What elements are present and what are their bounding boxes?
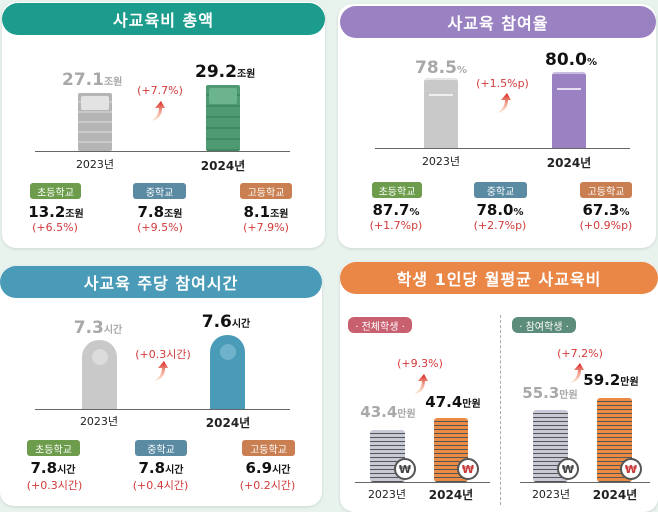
high-change: (+0.2시간) (239, 479, 296, 492)
middle-change: (+9.5%) (137, 221, 183, 234)
participating-students-badge: · 참여학생 · (512, 317, 576, 333)
elementary-value: 87.7% (372, 201, 420, 219)
participants-2024-value: 59.2만원 (583, 371, 639, 389)
hours-2023-value: 7.3시간 (73, 318, 123, 338)
middle-change: (+2.7%p) (473, 219, 527, 232)
baseline (35, 409, 290, 410)
high-change: (+7.9%) (243, 221, 289, 234)
total-2023-value: 27.1조원 (62, 70, 123, 90)
middle-badge: 중학교 (135, 440, 187, 456)
participants-2023-value: 55.3만원 (522, 384, 578, 402)
money-bill-icon (78, 93, 112, 151)
elementary-badge: 초등학교 (30, 183, 81, 199)
high-value: 6.9시간 (245, 459, 291, 477)
won-coin-icon: ₩ (620, 458, 642, 480)
baseline (520, 482, 650, 483)
elementary-change: (+1.7%p) (369, 219, 423, 232)
elementary-badge: 초등학교 (27, 440, 80, 456)
elementary-change: (+6.5%) (32, 221, 78, 234)
high-value: 67.3% (582, 201, 630, 219)
elementary-badge: 초등학교 (372, 182, 422, 198)
up-arrow-icon (154, 361, 168, 381)
won-coin-icon: ₩ (557, 458, 579, 480)
won-coin-icon: ₩ (394, 458, 416, 480)
alarm-clock-icon (82, 340, 117, 409)
high-change: (+0.9%p) (579, 219, 633, 232)
all-2024-value: 47.4만원 (425, 393, 481, 411)
rate-2023-year: 2023년 (421, 155, 461, 168)
middle-value: 7.8조원 (137, 203, 183, 221)
won-coin-icon: ₩ (457, 458, 479, 480)
high-badge: 고등학교 (242, 440, 295, 456)
total-2024-value: 29.2조원 (195, 62, 256, 82)
all-students-badge: · 전체학생 · (348, 317, 412, 333)
middle-value: 7.8시간 (138, 459, 184, 477)
notebook-icon (552, 72, 586, 148)
middle-change: (+0.4시간) (132, 479, 189, 492)
weekly-hours-panel (0, 266, 322, 506)
monthly-spending-title: 학생 1인당 월평균 사교육비 (340, 262, 658, 294)
total-2023-year: 2023년 (75, 158, 115, 171)
high-badge: 고등학교 (240, 183, 292, 199)
total-2024-year: 2024년 (200, 159, 246, 173)
elementary-change: (+0.3시간) (26, 479, 83, 492)
baseline (355, 482, 490, 483)
all-2023-value: 43.4만원 (360, 403, 416, 421)
hours-2024-year: 2024년 (205, 416, 251, 430)
middle-badge: 중학교 (474, 182, 527, 198)
total-spending-title: 사교육비 총액 (2, 3, 325, 35)
high-badge: 고등학교 (580, 182, 632, 198)
rate-2024-year: 2024년 (546, 156, 592, 170)
participants-2024-year: 2024년 (592, 488, 638, 502)
elementary-value: 7.8시간 (30, 459, 76, 477)
baseline (375, 148, 630, 149)
weekly-hours-title: 사교육 주당 참여시간 (0, 266, 322, 298)
elementary-value: 13.2조원 (28, 203, 84, 221)
all-2024-year: 2024년 (428, 488, 474, 502)
hours-2024-value: 7.6시간 (201, 312, 251, 332)
participation-rate-title: 사교육 참여율 (340, 6, 656, 38)
participants-change: (+7.2%) (557, 347, 603, 360)
total-change: (+7.7%) (137, 84, 183, 97)
participants-2023-year: 2023년 (531, 488, 571, 501)
up-arrow-icon (570, 363, 584, 383)
notebook-icon (424, 78, 458, 148)
baseline (35, 151, 290, 152)
up-arrow-icon (414, 374, 428, 394)
high-value: 8.1조원 (243, 203, 289, 221)
all-change: (+9.3%) (397, 357, 443, 370)
middle-value: 78.0% (476, 201, 524, 219)
total-spending-panel (2, 2, 325, 248)
rate-change: (+1.5%p) (476, 77, 529, 90)
up-arrow-icon (497, 93, 511, 113)
money-bill-icon (206, 85, 240, 151)
middle-badge: 중학교 (133, 183, 186, 199)
up-arrow-icon (151, 101, 165, 121)
rate-2024-value: 80.0% (545, 50, 597, 70)
participation-rate-panel (338, 4, 656, 248)
hours-change: (+0.3시간) (135, 348, 191, 361)
alarm-clock-icon (210, 335, 245, 409)
hours-2023-year: 2023년 (79, 415, 119, 428)
all-2023-year: 2023년 (367, 488, 407, 501)
divider (500, 315, 501, 505)
rate-2023-value: 78.5% (415, 58, 467, 78)
